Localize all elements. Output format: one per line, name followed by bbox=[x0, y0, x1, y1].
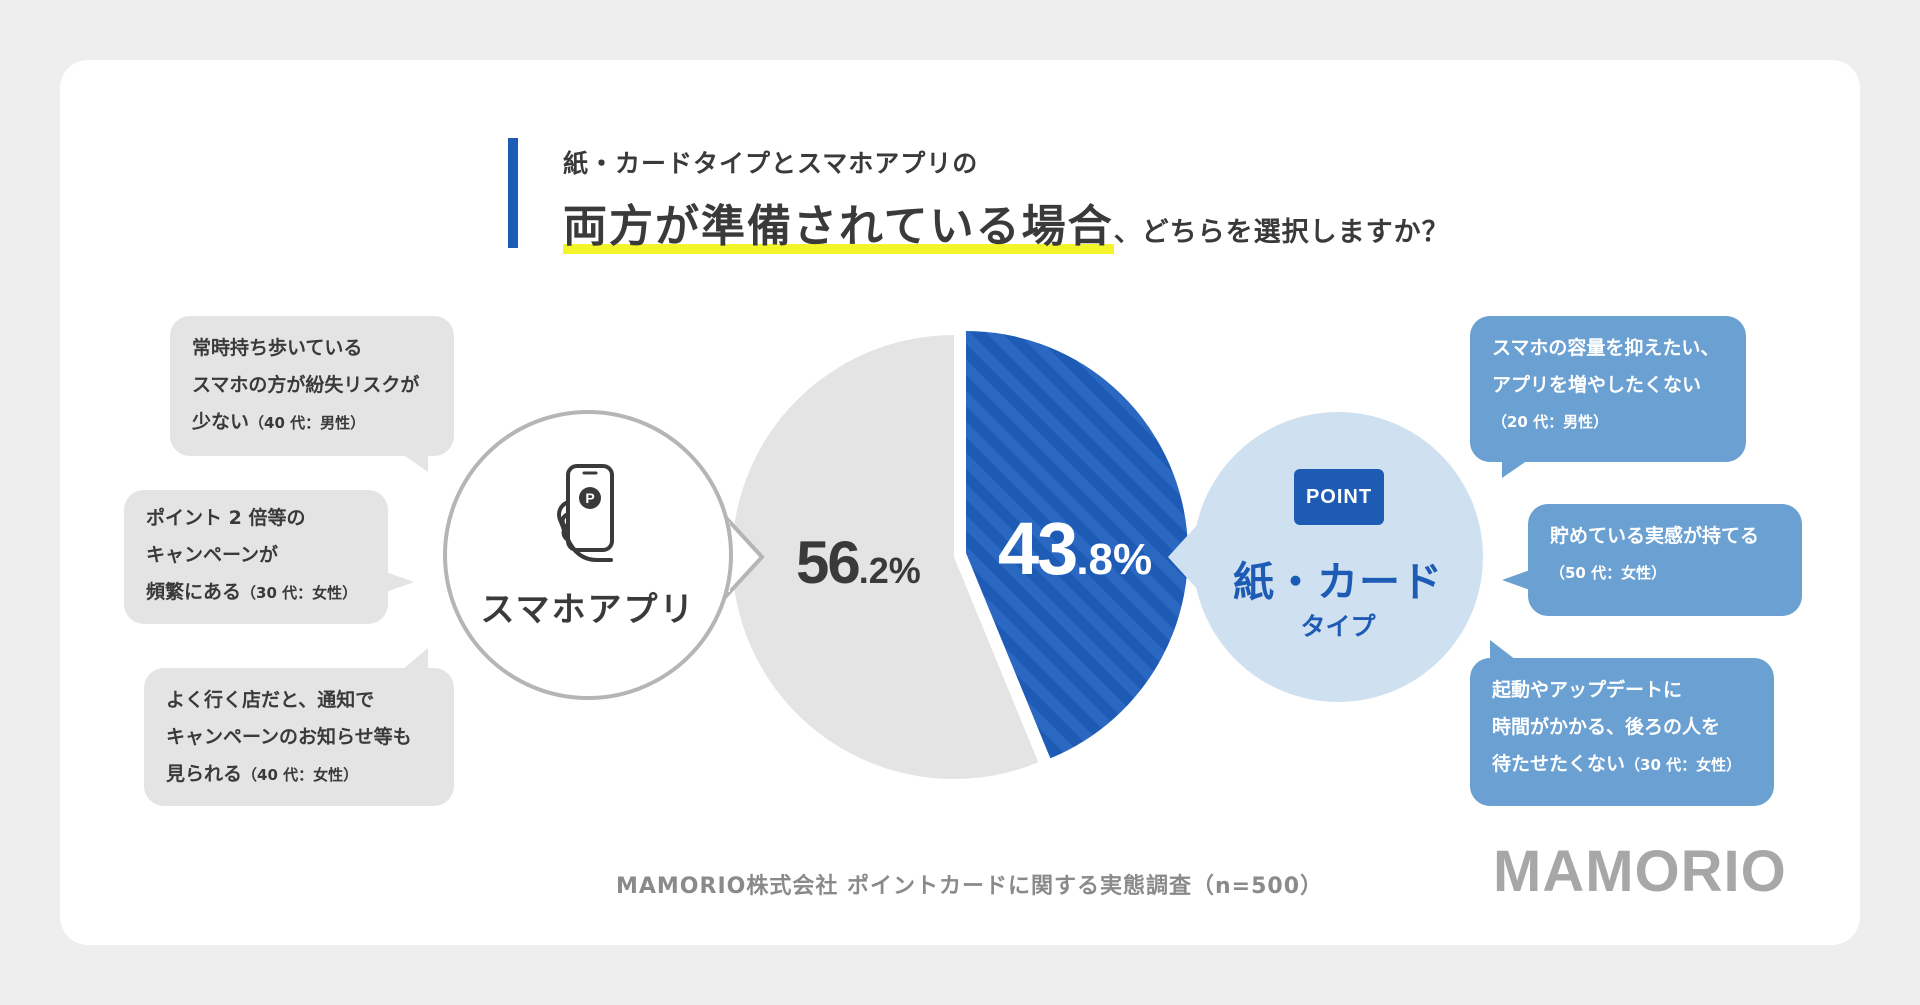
card-percentage: 43.8% bbox=[998, 506, 1152, 591]
card-label: 紙・カード bbox=[1233, 558, 1443, 606]
comment-line: 起動やアップデートに bbox=[1492, 679, 1683, 701]
bubble-tail bbox=[402, 454, 428, 472]
comment-line: 少ない（40 代：男性） bbox=[192, 411, 366, 433]
svg-text:P: P bbox=[585, 490, 594, 506]
comment-tag: （20 代：男性） bbox=[1492, 413, 1609, 431]
title-accent-bar bbox=[508, 138, 518, 248]
app-pct-dec: .2% bbox=[858, 550, 921, 591]
comment-line: 待たせたくない（30 代：女性） bbox=[1492, 753, 1742, 775]
comment-tag: （40 代：女性） bbox=[242, 766, 359, 784]
comment-line: 貯めている実感が持てる bbox=[1550, 525, 1760, 547]
title-line1: 紙・カードタイプとスマホアプリの bbox=[563, 149, 979, 178]
comment-line: 頻繁にある（30 代：女性） bbox=[146, 581, 358, 603]
title-question: 、どちらを選択しますか？ bbox=[1113, 217, 1450, 248]
app-pct-int: 56 bbox=[796, 529, 861, 596]
smartphone-hand-icon: P bbox=[557, 464, 614, 562]
bubble-tail bbox=[1490, 640, 1516, 660]
point-badge: POINT bbox=[1294, 469, 1384, 525]
bubble-tail bbox=[402, 648, 428, 670]
bubble-tail bbox=[386, 572, 414, 592]
app-circle bbox=[443, 410, 733, 700]
mamorio-logo: MAMORIO bbox=[1493, 839, 1787, 904]
card-pct-int: 43 bbox=[998, 507, 1078, 590]
comment-bubble-left-1: 常時持ち歩いている スマホの方が紛失リスクが 少ない（40 代：男性） bbox=[170, 316, 454, 456]
comment-line: ポイント 2 倍等の bbox=[146, 507, 306, 529]
comment-bubble-left-2: ポイント 2 倍等の キャンペーンが 頻繁にある（30 代：女性） bbox=[124, 490, 388, 624]
comment-line: スマホの容量を抑えたい、 bbox=[1492, 337, 1720, 359]
footer-source: MAMORIO株式会社 ポイントカードに関する実態調査（n=500） bbox=[616, 874, 1324, 899]
pie-slice-card bbox=[966, 331, 1189, 759]
card-circle bbox=[1193, 412, 1483, 702]
comment-tag: （30 代：女性） bbox=[1625, 756, 1742, 774]
comment-line: よく行く店だと、通知で bbox=[166, 689, 375, 711]
comment-bubble-right-3: 起動やアップデートに 時間がかかる、後ろの人を 待たせたくない（30 代：女性） bbox=[1470, 658, 1774, 806]
title-emphasis: 両方が準備されている場合 bbox=[563, 201, 1114, 254]
card-pointer bbox=[1168, 524, 1198, 590]
comment-line: キャンペーンが bbox=[146, 544, 279, 566]
comment-tag: （50 代：女性） bbox=[1550, 564, 1667, 582]
comment-line: アプリを増やしたくない bbox=[1492, 374, 1702, 396]
comment-bubble-left-3: よく行く店だと、通知で キャンペーンのお知らせ等も 見られる（40 代：女性） bbox=[144, 668, 454, 806]
card-sublabel: タイプ bbox=[1300, 612, 1376, 641]
card-pct-dec: .8% bbox=[1076, 535, 1153, 584]
comment-line: 見られる（40 代：女性） bbox=[166, 763, 359, 785]
comment-tag: （30 代：女性） bbox=[241, 584, 358, 602]
comment-line: 常時持ち歩いている bbox=[192, 337, 363, 359]
bubble-tail bbox=[1502, 570, 1530, 590]
comment-line: スマホの方が紛失リスクが bbox=[192, 374, 420, 396]
comment-tag: （40 代：男性） bbox=[249, 414, 366, 432]
comment-bubble-right-1: スマホの容量を抑えたい、 アプリを増やしたくない （20 代：男性） bbox=[1470, 316, 1746, 462]
comment-bubble-right-2: 貯めている実感が持てる （50 代：女性） bbox=[1528, 504, 1802, 616]
bubble-tail bbox=[1502, 460, 1528, 478]
comment-line: 時間がかかる、後ろの人を bbox=[1492, 716, 1721, 738]
title-line2: 両方が準備されている場合、どちらを選択しますか？ bbox=[563, 190, 1450, 254]
app-label: スマホアプリ bbox=[480, 590, 696, 630]
app-percentage: 56.2% bbox=[796, 528, 921, 597]
comment-line: キャンペーンのお知らせ等も bbox=[166, 726, 412, 748]
pie-slice-app bbox=[732, 335, 1039, 779]
